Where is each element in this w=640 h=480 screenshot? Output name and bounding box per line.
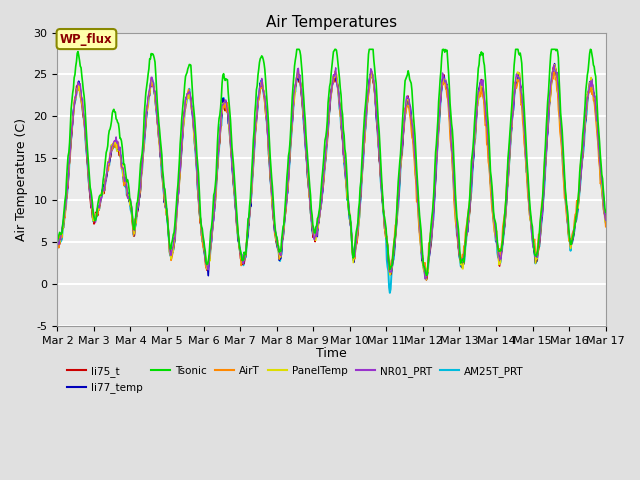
li75_t	[414, 202, 422, 208]
Line: NR01_PRT: NR01_PRT	[58, 65, 605, 279]
AM25T_PRT	[175, 176, 183, 182]
Title: Air Temperatures: Air Temperatures	[266, 15, 397, 30]
NR01_PRT	[550, 62, 557, 68]
li75_t	[205, 261, 212, 266]
AirT	[422, 272, 429, 277]
li77_temp	[398, 147, 406, 153]
Tsonic	[422, 272, 430, 278]
AirT	[399, 133, 406, 139]
AirT	[415, 223, 422, 229]
X-axis label: Time: Time	[316, 347, 347, 360]
NR01_PRT	[54, 244, 61, 250]
li77_temp	[54, 246, 61, 252]
AM25T_PRT	[54, 240, 61, 246]
li75_t	[550, 63, 557, 69]
AM25T_PRT	[366, 72, 374, 77]
Y-axis label: Air Temperature (C): Air Temperature (C)	[15, 118, 28, 241]
li77_temp	[205, 273, 212, 279]
Line: li75_t: li75_t	[58, 66, 605, 280]
AirT	[205, 263, 212, 269]
AirT	[54, 242, 61, 248]
AirT	[120, 183, 127, 189]
PanelTemp	[54, 243, 61, 249]
AM25T_PRT	[205, 263, 212, 269]
Line: li77_temp: li77_temp	[58, 63, 605, 277]
Tsonic	[205, 258, 212, 264]
Tsonic	[602, 209, 609, 215]
PanelTemp	[550, 61, 558, 67]
NR01_PRT	[422, 276, 429, 282]
li77_temp	[414, 201, 422, 207]
Tsonic	[63, 163, 71, 169]
AM25T_PRT	[602, 219, 609, 225]
NR01_PRT	[175, 172, 183, 178]
Line: AirT: AirT	[58, 72, 605, 275]
li77_temp	[422, 275, 429, 280]
PanelTemp	[398, 145, 406, 151]
NR01_PRT	[120, 169, 127, 175]
PanelTemp	[602, 217, 609, 223]
Line: Tsonic: Tsonic	[58, 49, 605, 275]
Tsonic	[399, 111, 406, 117]
NR01_PRT	[398, 145, 406, 151]
li75_t	[398, 150, 406, 156]
PanelTemp	[422, 277, 430, 283]
Tsonic	[120, 162, 127, 168]
li75_t	[54, 240, 61, 246]
AirT	[602, 224, 609, 230]
li77_temp	[175, 177, 183, 182]
li75_t	[63, 187, 71, 192]
Tsonic	[54, 239, 61, 245]
li75_t	[422, 277, 430, 283]
PanelTemp	[414, 200, 422, 205]
PanelTemp	[63, 186, 71, 192]
li77_temp	[120, 178, 127, 184]
li75_t	[120, 174, 127, 180]
Tsonic	[293, 47, 301, 52]
li75_t	[602, 218, 609, 224]
PanelTemp	[120, 171, 127, 177]
AM25T_PRT	[120, 180, 127, 185]
Line: AM25T_PRT: AM25T_PRT	[58, 74, 605, 293]
NR01_PRT	[205, 267, 212, 273]
PanelTemp	[175, 177, 183, 183]
AirT	[175, 181, 183, 187]
Tsonic	[415, 202, 422, 207]
AM25T_PRT	[416, 226, 424, 231]
AirT	[331, 69, 339, 74]
li77_temp	[63, 187, 71, 193]
li75_t	[175, 177, 183, 182]
NR01_PRT	[602, 217, 609, 223]
Line: PanelTemp: PanelTemp	[58, 64, 605, 280]
Legend: li75_t, li77_temp, Tsonic, AirT, PanelTemp, NR01_PRT, AM25T_PRT: li75_t, li77_temp, Tsonic, AirT, PanelTe…	[63, 362, 528, 397]
AM25T_PRT	[400, 125, 408, 131]
AirT	[63, 185, 71, 191]
li77_temp	[602, 215, 609, 221]
Text: WP_flux: WP_flux	[60, 33, 113, 46]
AM25T_PRT	[63, 190, 71, 196]
NR01_PRT	[63, 186, 71, 192]
AM25T_PRT	[386, 290, 394, 296]
PanelTemp	[205, 259, 212, 264]
li77_temp	[550, 60, 558, 66]
Tsonic	[175, 157, 183, 163]
NR01_PRT	[414, 204, 422, 210]
